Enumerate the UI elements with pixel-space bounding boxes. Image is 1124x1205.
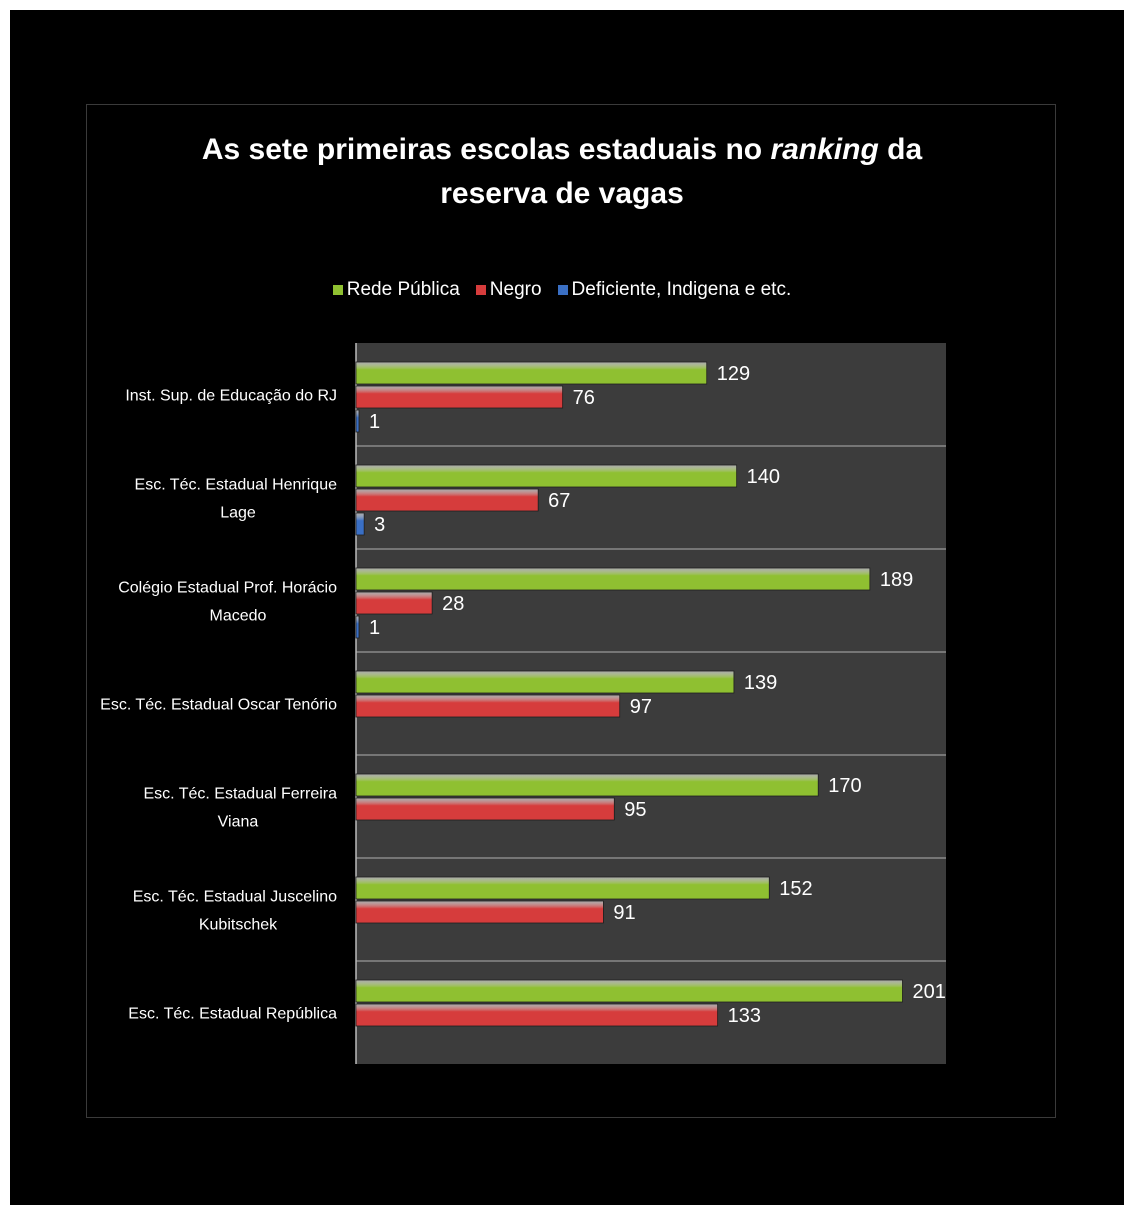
data-label-0-0: 129	[717, 363, 750, 385]
chart-title-line-2: reserva de vagas	[440, 177, 684, 210]
legend-swatch-0	[332, 284, 343, 295]
chart-title: As sete primeiras escolas estaduais no r…	[0, 128, 1124, 216]
bar-6-0	[355, 979, 903, 1003]
category-label-0-0: Inst. Sup. de Educação do RJ	[125, 388, 337, 405]
bar-2-0	[355, 567, 871, 591]
data-label-2-0: 189	[880, 569, 913, 591]
bar-5-0	[355, 876, 770, 900]
bar-6-1	[355, 1003, 719, 1027]
legend-item-0: Rede Pública	[332, 279, 460, 301]
bar-1-1	[355, 488, 539, 512]
legend-label-2: Deficiente, Indigena e etc.	[571, 279, 792, 300]
category-label-2-0: Colégio Estadual Prof. Horácio	[118, 580, 337, 597]
bar-2-1	[355, 591, 433, 615]
bar-3-1	[355, 694, 621, 718]
legend-swatch-2	[557, 284, 568, 295]
category-label-2-1: Macedo	[210, 608, 267, 625]
data-label-3-0: 139	[744, 672, 777, 694]
legend-swatch-1	[475, 284, 486, 295]
category-label-3-0: Esc. Téc. Estadual Oscar Tenório	[100, 697, 337, 714]
data-label-0-1: 76	[573, 387, 595, 409]
data-label-1-0: 140	[747, 466, 780, 488]
data-label-6-1: 133	[728, 1005, 761, 1027]
data-label-5-0: 152	[779, 878, 812, 900]
data-label-6-0: 201	[912, 981, 945, 1003]
bar-3-0	[355, 670, 735, 694]
category-label-6-0: Esc. Téc. Estadual República	[128, 1006, 337, 1023]
data-label-2-1: 28	[442, 593, 464, 615]
category-label-5-1: Kubitschek	[199, 917, 278, 934]
bar-1-0	[355, 464, 738, 488]
data-label-0-2: 1	[369, 411, 380, 433]
category-label-4-0: Esc. Téc. Estadual Ferreira	[143, 786, 337, 803]
bar-5-1	[355, 900, 604, 924]
data-label-4-1: 95	[624, 799, 646, 821]
bar-0-2	[355, 409, 360, 433]
chart-title-text-italic: ranking	[770, 133, 879, 166]
bar-1-2	[355, 512, 365, 536]
chart-legend: Rede Pública Negro Deficiente, Indigena e …	[0, 279, 1124, 301]
data-label-1-2: 3	[374, 514, 385, 536]
category-label-4-1: Viana	[218, 814, 259, 831]
bar-0-0	[355, 361, 708, 385]
bar-2-2	[355, 615, 360, 639]
data-label-5-1: 91	[613, 902, 635, 924]
legend-label-1: Negro	[489, 279, 542, 300]
category-label-1-0: Esc. Téc. Estadual Henrique	[135, 477, 338, 494]
bar-4-0	[355, 773, 819, 797]
bar-4-1	[355, 797, 615, 821]
legend-item-2: Deficiente, Indigena e etc.	[557, 279, 792, 301]
legend-item-1: Negro	[475, 279, 542, 301]
data-label-3-1: 97	[630, 696, 652, 718]
bar-0-1	[355, 385, 564, 409]
category-label-1-1: Lage	[220, 505, 256, 522]
chart-title-text-b: da	[878, 133, 923, 166]
data-label-2-2: 1	[369, 617, 380, 639]
data-label-1-1: 67	[548, 490, 570, 512]
data-label-4-0: 170	[828, 775, 861, 797]
legend-label-0: Rede Pública	[346, 279, 460, 300]
chart-title-line-1: As sete primeiras escolas estaduais no r…	[0, 128, 1124, 172]
category-label-5-0: Esc. Téc. Estadual Juscelino	[133, 889, 337, 906]
chart-title-text-a: As sete primeiras escolas estaduais no	[201, 133, 771, 166]
